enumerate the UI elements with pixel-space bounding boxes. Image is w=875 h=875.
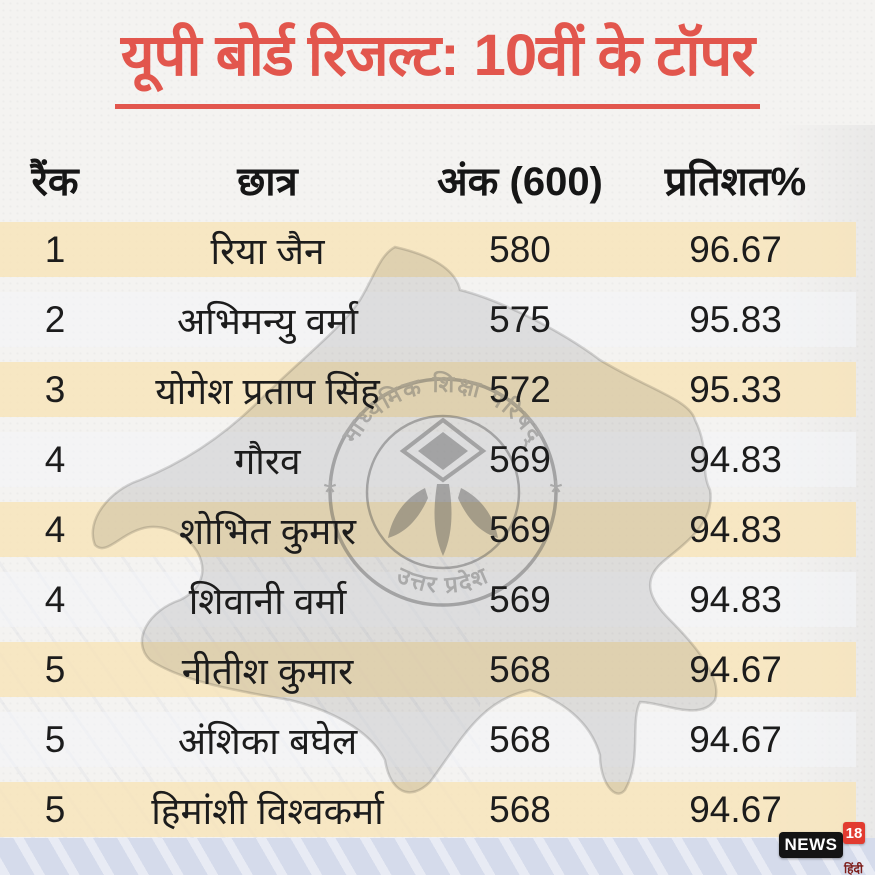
cell-student: रिया जैन <box>210 231 325 272</box>
cell-percent: 96.67 <box>689 228 782 270</box>
cell-marks: 580 <box>489 228 551 270</box>
news18-number-badge: 18 <box>843 822 865 844</box>
cell-marks: 569 <box>489 578 551 620</box>
header-student: छात्र <box>237 159 298 204</box>
cell-marks: 568 <box>489 648 551 690</box>
table-row: 5 अंशिका बघेल 568 94.67 <box>0 712 856 767</box>
cell-student: शोभित कुमार <box>179 511 356 552</box>
cell-rank: 5 <box>44 788 66 830</box>
cell-percent: 95.33 <box>689 368 782 410</box>
cell-student: योगेश प्रताप सिंह <box>155 371 380 412</box>
cell-percent: 95.83 <box>689 298 782 340</box>
cell-rank: 3 <box>44 368 66 410</box>
cell-percent: 94.83 <box>689 508 782 550</box>
cell-student: शिवानी वर्मा <box>188 581 347 622</box>
cell-rank: 5 <box>44 648 66 690</box>
cell-marks: 568 <box>489 718 551 760</box>
cell-student: नीतीश कुमार <box>181 651 354 692</box>
cell-marks: 568 <box>489 788 551 830</box>
cell-percent: 94.67 <box>689 788 782 830</box>
cell-marks: 569 <box>489 508 551 550</box>
cell-percent: 94.67 <box>689 648 782 690</box>
headline-block: यूपी बोर्ड रिजल्ट: 10वीं के टॉपर <box>0 14 875 110</box>
table-rows: 1 रिया जैन 580 96.67 2 अभिमन्यु वर्मा 575 95.83… <box>0 222 856 852</box>
table-row: 4 शोभित कुमार 569 94.83 <box>0 502 856 557</box>
cell-percent: 94.67 <box>689 718 782 760</box>
table-row: 4 गौरव 569 94.83 <box>0 432 856 487</box>
cell-percent: 94.83 <box>689 438 782 480</box>
table-row: 4 शिवानी वर्मा 569 94.83 <box>0 572 856 627</box>
table-row: 2 अभिमन्यु वर्मा 575 95.83 <box>0 292 856 347</box>
cell-student: अंशिका बघेल <box>177 721 358 762</box>
cell-rank: 5 <box>44 718 66 760</box>
table-row: 5 नीतीश कुमार 568 94.67 <box>0 642 856 697</box>
news18-logo: NEWS 18 हिंदी <box>779 822 865 875</box>
table-header-row: रैंक छात्र अंक (600) प्रतिशत% <box>0 148 856 210</box>
cell-rank: 4 <box>44 508 66 550</box>
table-row: 1 रिया जैन 580 96.67 <box>0 222 856 277</box>
page-title: यूपी बोर्ड रिजल्ट: 10वीं के टॉपर <box>114 14 761 110</box>
news18-wordmark: NEWS <box>779 832 843 858</box>
cell-rank: 4 <box>44 438 66 480</box>
header-percent: प्रतिशत% <box>664 159 807 204</box>
table-row: 5 हिमांशी विश्वकर्मा 568 94.67 <box>0 782 856 837</box>
cell-marks: 569 <box>489 438 551 480</box>
cell-student: अभिमन्यु वर्मा <box>177 301 358 342</box>
table-row: 3 योगेश प्रताप सिंह 572 95.33 <box>0 362 856 417</box>
cell-student: हिमांशी विश्वकर्मा <box>151 791 384 832</box>
cell-marks: 575 <box>489 298 551 340</box>
cell-student: गौरव <box>234 441 301 482</box>
cell-marks: 572 <box>489 368 551 410</box>
header-rank: रैंक <box>31 159 79 204</box>
cell-rank: 1 <box>44 228 66 270</box>
cell-rank: 2 <box>44 298 66 340</box>
cell-percent: 94.83 <box>689 578 782 620</box>
cell-rank: 4 <box>44 578 66 620</box>
header-marks: अंक (600) <box>437 159 603 204</box>
news18-language-label: हिंदी <box>844 862 863 875</box>
bottom-band <box>0 838 875 875</box>
